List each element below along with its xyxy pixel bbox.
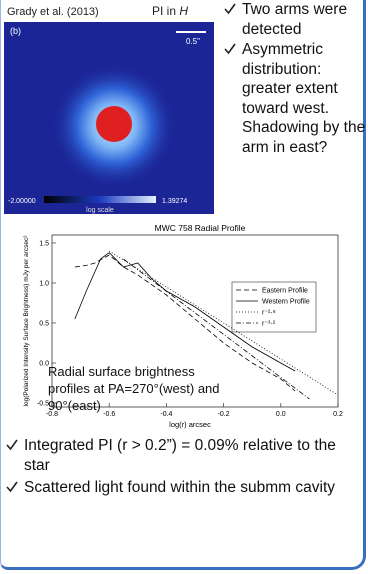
bullet-text: Scattered light found within the submm c…	[24, 479, 335, 496]
y-tick-label: 1.5	[39, 241, 49, 248]
legend-label: r⁻²·⁸	[262, 310, 276, 317]
x-tick-label: 0.2	[333, 411, 343, 418]
annotation: Radial surface brightness profiles at PA…	[48, 363, 228, 414]
legend-label: r⁻³·²	[262, 321, 276, 328]
chart-title: MWC 758 Radial Profile	[155, 223, 246, 233]
bullet-text: Integrated PI (r > 0.2”) = 0.09% relativ…	[24, 437, 336, 474]
legend-label: Eastern Profile	[262, 288, 308, 295]
x-axis-label: log(r) arcsec	[169, 420, 211, 429]
y-axis-label: log(Polarized Intensity Surface Brightne…	[23, 235, 30, 407]
check	[6, 481, 18, 493]
legend-label: Western Profile	[262, 299, 310, 306]
bullet: Scattered light found within the submm c…	[24, 478, 354, 498]
page: Grady et al. (2013) PI in H (b) 0.5" -2.…	[0, 0, 368, 574]
y-tick-label: 1.0	[39, 281, 49, 288]
x-tick-label: 0.0	[276, 411, 286, 418]
check	[6, 439, 18, 451]
y-tick-label: 0.5	[39, 321, 49, 328]
bullet: Integrated PI (r > 0.2”) = 0.09% relativ…	[24, 436, 354, 475]
